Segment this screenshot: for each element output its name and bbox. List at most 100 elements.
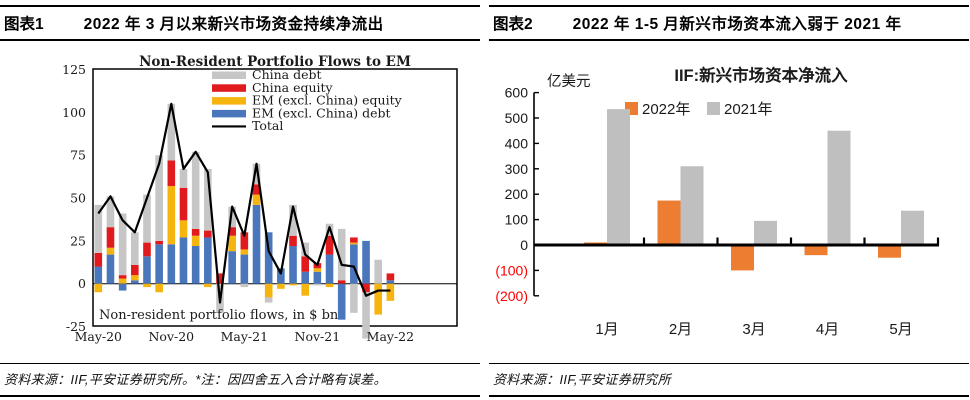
bar-segment xyxy=(362,283,370,293)
bar-segment xyxy=(118,283,127,291)
bar-segment xyxy=(386,280,395,284)
bar-segment xyxy=(350,237,358,243)
bar-segment xyxy=(179,168,188,188)
bar-segment xyxy=(167,186,176,245)
legend-swatch xyxy=(212,71,246,79)
bar-segment xyxy=(143,256,151,284)
chart-title: Non-Resident Portfolio Flows to EM xyxy=(139,54,411,70)
bar-segment xyxy=(386,283,395,301)
bar-segment xyxy=(106,254,115,284)
bar-segment xyxy=(301,242,309,257)
bar-segment xyxy=(167,244,176,284)
bar-segment xyxy=(289,246,297,284)
unit-label: 亿美元 xyxy=(547,73,591,90)
bar-segment xyxy=(228,235,236,252)
bar-segment xyxy=(277,268,285,284)
y-axis-tick-label: 300 xyxy=(505,161,529,177)
bar-segment xyxy=(131,264,139,276)
figure1-tag: 图表1 xyxy=(4,16,44,33)
bar-segment xyxy=(374,283,383,315)
figure2-tag: 图表2 xyxy=(493,16,533,33)
bar-segment xyxy=(350,242,358,245)
figure1-panel: 图表1 2022 年 3 月以来新兴市场资金持续净流出 Non-Resident… xyxy=(0,5,480,397)
figure2-source-text: 资料来源：IIF,平安证券研究所 xyxy=(493,372,671,387)
bar-segment xyxy=(179,237,188,284)
bar-segment xyxy=(131,275,139,281)
bar-segment xyxy=(155,155,163,241)
bar-segment xyxy=(94,204,103,253)
y-axis-tick-label: 0 xyxy=(520,237,528,253)
bar xyxy=(901,210,924,245)
bar-segment xyxy=(289,204,297,236)
bar xyxy=(680,166,704,245)
bar-segment xyxy=(143,194,151,243)
inner-caption: Non-resident portfolio flows, in $ bn xyxy=(99,308,339,323)
bar-segment xyxy=(325,254,334,284)
figure1-title: 2022 年 3 月以来新兴市场资金持续净流出 xyxy=(83,16,384,33)
bar-segment xyxy=(325,283,334,288)
bar xyxy=(754,220,777,245)
y-axis-tick-label: 400 xyxy=(505,135,529,151)
y-axis-tick-label: 75 xyxy=(70,148,86,163)
bar-segment xyxy=(94,252,103,267)
bar-segment xyxy=(131,232,139,265)
legend-swatch xyxy=(212,109,246,118)
figure2-header: 图表2 2022 年 1-5 月新兴市场资本流入弱于 2021 年 xyxy=(489,5,969,41)
bar-segment xyxy=(106,247,115,255)
bar-segment xyxy=(337,280,346,284)
bar-segment xyxy=(313,268,322,272)
x-axis-tick-label: Nov-21 xyxy=(295,329,341,344)
y-axis-tick-label: 0 xyxy=(78,276,86,291)
x-axis-tick-label: May-22 xyxy=(367,329,414,344)
bar-segment xyxy=(337,283,346,320)
bar-segment xyxy=(216,273,224,284)
x-axis-tick-label: 4月 xyxy=(816,321,839,338)
y-axis-tick-label: 100 xyxy=(62,105,86,120)
bar-segment xyxy=(301,271,309,284)
bar-segment xyxy=(204,230,212,238)
bar-segment xyxy=(289,235,297,247)
bar-segment xyxy=(167,103,176,161)
bar-segment xyxy=(374,259,383,284)
bar-segment xyxy=(313,271,322,284)
x-axis-tick-label: 2月 xyxy=(669,321,692,338)
bar-segment xyxy=(143,242,151,257)
bar-segment xyxy=(240,254,249,284)
x-axis-tick-label: 3月 xyxy=(742,321,765,338)
bar-segment xyxy=(94,283,103,293)
bar-segment xyxy=(167,160,176,187)
bar-segment xyxy=(252,163,261,185)
bar-segment xyxy=(106,227,115,248)
iif-net-inflow-chart: 亿美元 IIF:新兴市场资本净流入 2022年 2021年 600 500 400 300 20… xyxy=(495,65,940,338)
legend-label: China equity xyxy=(252,80,334,95)
bar xyxy=(607,109,630,245)
bar-segment xyxy=(118,275,127,279)
bar-segment xyxy=(204,168,212,231)
legend-label: 2021年 xyxy=(724,101,772,118)
bar-segment xyxy=(191,235,200,247)
bar-segment xyxy=(228,227,236,236)
bar-segment xyxy=(228,251,236,284)
bar-segment xyxy=(155,244,163,284)
total-line xyxy=(97,102,391,304)
bar-segment xyxy=(264,232,273,284)
y-axis-tick-label: 200 xyxy=(505,186,529,202)
y-axis-tick-label: (100) xyxy=(495,262,528,278)
bar-segment xyxy=(191,228,200,236)
bar xyxy=(731,245,754,271)
bar-segment xyxy=(350,283,358,313)
bar-segment xyxy=(289,283,297,286)
legend-label: 2022年 xyxy=(642,101,690,118)
plot-frame xyxy=(92,68,458,327)
legend-label: China debt xyxy=(252,67,322,82)
legend-swatch xyxy=(212,84,246,92)
y-axis-tick-label: 25 xyxy=(70,233,86,248)
bar-segment xyxy=(325,235,334,255)
bar-segment xyxy=(118,213,127,276)
bar xyxy=(657,200,681,245)
bar-segment xyxy=(228,206,236,228)
bar-segment xyxy=(106,196,115,228)
bar-segment xyxy=(264,283,273,298)
bar-segment xyxy=(240,283,249,288)
bar-segment xyxy=(277,283,285,289)
